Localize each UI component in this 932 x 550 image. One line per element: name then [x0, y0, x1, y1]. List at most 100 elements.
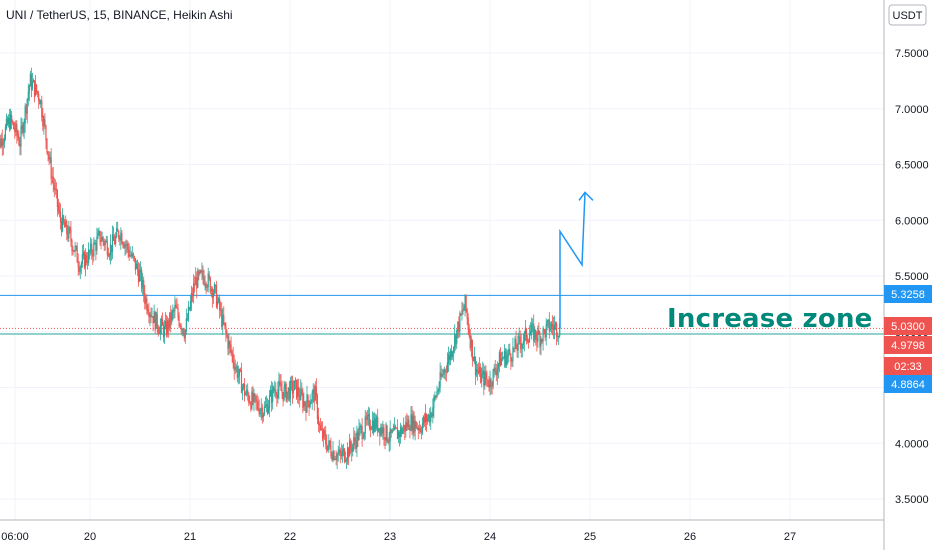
candle-body [414, 420, 416, 432]
candle-body [158, 331, 160, 334]
candle-body [487, 379, 489, 386]
candle-body [57, 205, 60, 211]
candle-body [204, 283, 206, 285]
candle-body [229, 341, 231, 345]
candle-body [296, 379, 298, 399]
candle-body [22, 125, 24, 133]
candle-body [345, 459, 348, 462]
candle-body [174, 304, 176, 311]
candle-body [109, 243, 112, 256]
candle-body [494, 367, 496, 373]
candle-body [428, 414, 430, 419]
candle-body [266, 404, 269, 414]
candle-body [43, 118, 45, 126]
candle-body [110, 245, 113, 253]
candle-body [514, 338, 516, 349]
candle-body [310, 401, 312, 404]
candle-body [464, 294, 466, 309]
candle-body [335, 459, 337, 461]
candle-body [333, 451, 335, 460]
candle-body [522, 341, 524, 345]
candle-body [193, 283, 195, 297]
candle-body [253, 393, 255, 402]
candle-body [475, 368, 478, 374]
candle-body [41, 100, 43, 118]
candle-body [171, 311, 173, 322]
candle-body [357, 432, 359, 441]
candle-body [121, 233, 123, 244]
candle-body [531, 324, 533, 332]
candle-body [527, 341, 530, 343]
candle-body [403, 424, 405, 430]
candle-body [283, 387, 285, 400]
candle-body [196, 277, 198, 289]
candle-body [162, 324, 165, 338]
candle-body [483, 370, 485, 387]
candle-body [544, 329, 546, 338]
candle-body [289, 380, 291, 399]
candle-body [20, 126, 22, 147]
candle-body [4, 126, 6, 140]
candle-body [387, 439, 389, 443]
candle-body [430, 412, 432, 422]
candle-body [245, 394, 247, 396]
candle-body [463, 308, 465, 311]
candle-body [355, 440, 357, 449]
candle-body [312, 388, 314, 394]
candle-body [130, 255, 132, 257]
price-tag [884, 285, 932, 303]
candle-body [259, 410, 261, 414]
candle-body [80, 263, 82, 269]
candle-body [379, 428, 381, 436]
candle-body [376, 416, 378, 428]
candle-body [45, 125, 47, 141]
candle-body [317, 416, 320, 425]
candle-body [54, 188, 56, 190]
candle-body [271, 390, 273, 403]
candle-body [320, 429, 323, 431]
candle-body [329, 440, 331, 447]
candle-body [119, 237, 121, 241]
candle-body [91, 244, 93, 255]
candle-body [493, 367, 495, 371]
candle-body [397, 431, 400, 438]
candle-body [532, 323, 534, 325]
candle-body [557, 335, 559, 338]
candle-body [528, 334, 531, 342]
candle-body [303, 401, 305, 407]
candle-body [363, 433, 365, 438]
candle-body [175, 305, 177, 308]
candle-body [442, 374, 444, 376]
candle-body [93, 242, 95, 257]
y-tick-label: 7.5000 [895, 48, 929, 60]
candle-body [25, 107, 27, 115]
candle-body [230, 344, 232, 352]
candle-body [276, 394, 278, 399]
candle-body [50, 157, 52, 179]
candle-body [315, 387, 317, 397]
candle-body [148, 312, 150, 318]
candle-body [323, 430, 325, 438]
candle-body [368, 414, 370, 428]
candle-body [401, 428, 403, 435]
candle-body [314, 385, 316, 401]
price-tag [884, 317, 932, 335]
candle-body [336, 454, 338, 460]
candle-body [459, 312, 461, 332]
candle-body [73, 250, 75, 252]
candle-body [72, 249, 74, 251]
candle-body [154, 312, 156, 331]
candle-body [411, 415, 413, 432]
candle-body [440, 373, 442, 377]
candles [0, 67, 561, 470]
candle-body [352, 444, 354, 452]
candle-body [535, 330, 537, 339]
candle-body [89, 250, 91, 253]
candle-body [559, 324, 561, 336]
candle-body [214, 285, 217, 287]
candle-body [460, 314, 462, 316]
y-tick-label: 5.5000 [895, 271, 929, 283]
candle-body [136, 264, 139, 271]
candle-body [443, 369, 445, 375]
